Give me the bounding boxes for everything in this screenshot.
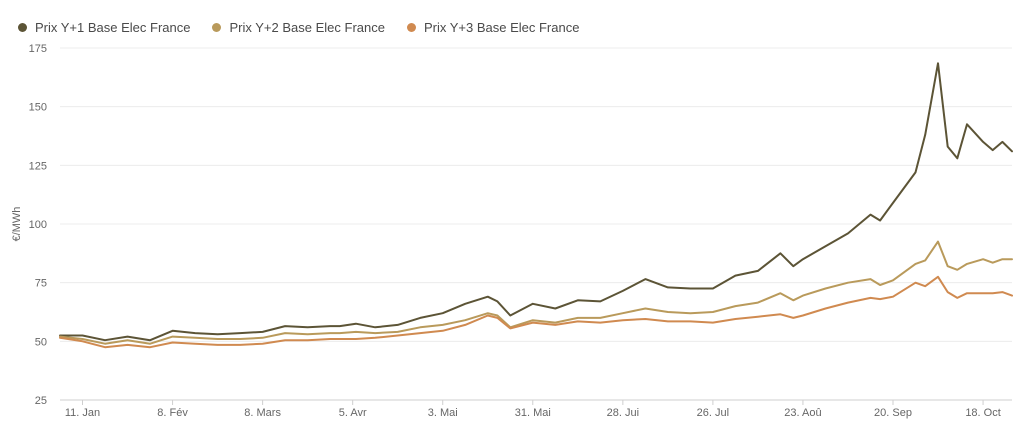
legend: Prix Y+1 Base Elec France Prix Y+2 Base …	[18, 16, 579, 38]
y-tick-label: 125	[29, 160, 47, 172]
y-tick-label: 150	[29, 102, 47, 114]
x-tick-label: 20. Sep	[874, 407, 912, 419]
x-tick-label: 3. Mai	[428, 407, 458, 419]
legend-label-y2: Prix Y+2 Base Elec France	[229, 19, 385, 35]
legend-item-y3[interactable]: Prix Y+3 Base Elec France	[406, 19, 580, 35]
y-tick-label: 25	[35, 395, 47, 407]
series-lines	[59, 62, 1013, 349]
x-tick-label: 8. Fév	[157, 407, 188, 419]
legend-label-y1: Prix Y+1 Base Elec France	[35, 19, 191, 35]
series-line-y1[interactable]	[59, 62, 1013, 342]
y-axis-title: €/MWh	[11, 207, 23, 242]
legend-marker-y1	[18, 22, 27, 32]
series-line-y3[interactable]	[59, 275, 1013, 349]
y-axis-ticks: 25 50 75 100 125 150 175	[29, 43, 47, 407]
legend-item-y1[interactable]: Prix Y+1 Base Elec France	[18, 20, 190, 35]
y-tick-label: 75	[35, 278, 47, 290]
legend-marker-y3	[406, 22, 416, 32]
x-tick-label: 8. Mars	[244, 407, 281, 419]
x-tick-label: 31. Mai	[515, 407, 551, 419]
x-tick-label: 18. Oct	[965, 407, 1000, 419]
series-line-y2[interactable]	[59, 240, 1013, 345]
legend-label-y3: Prix Y+3 Base Elec France	[423, 19, 580, 35]
x-tick-label: 11. Jan	[65, 407, 100, 419]
y-tick-label: 175	[29, 43, 47, 55]
x-tick-label: 23. Aoû	[784, 407, 821, 419]
x-tick-label: 26. Jul	[697, 407, 729, 419]
grid-lines	[60, 47, 1012, 401]
legend-item-y2[interactable]: Prix Y+2 Base Elec France	[212, 19, 385, 35]
legend-marker-y2	[212, 22, 222, 32]
x-axis-ticks: 11. Jan 8. Fév 8. Mars 5. Avr 3. Mai 31. Mai 2…	[65, 400, 1001, 419]
y-tick-label: 50	[35, 336, 47, 348]
x-tick-label: 5. Avr	[339, 407, 367, 419]
x-tick-label: 28. Jui	[607, 407, 639, 419]
y-tick-label: 100	[29, 219, 47, 231]
